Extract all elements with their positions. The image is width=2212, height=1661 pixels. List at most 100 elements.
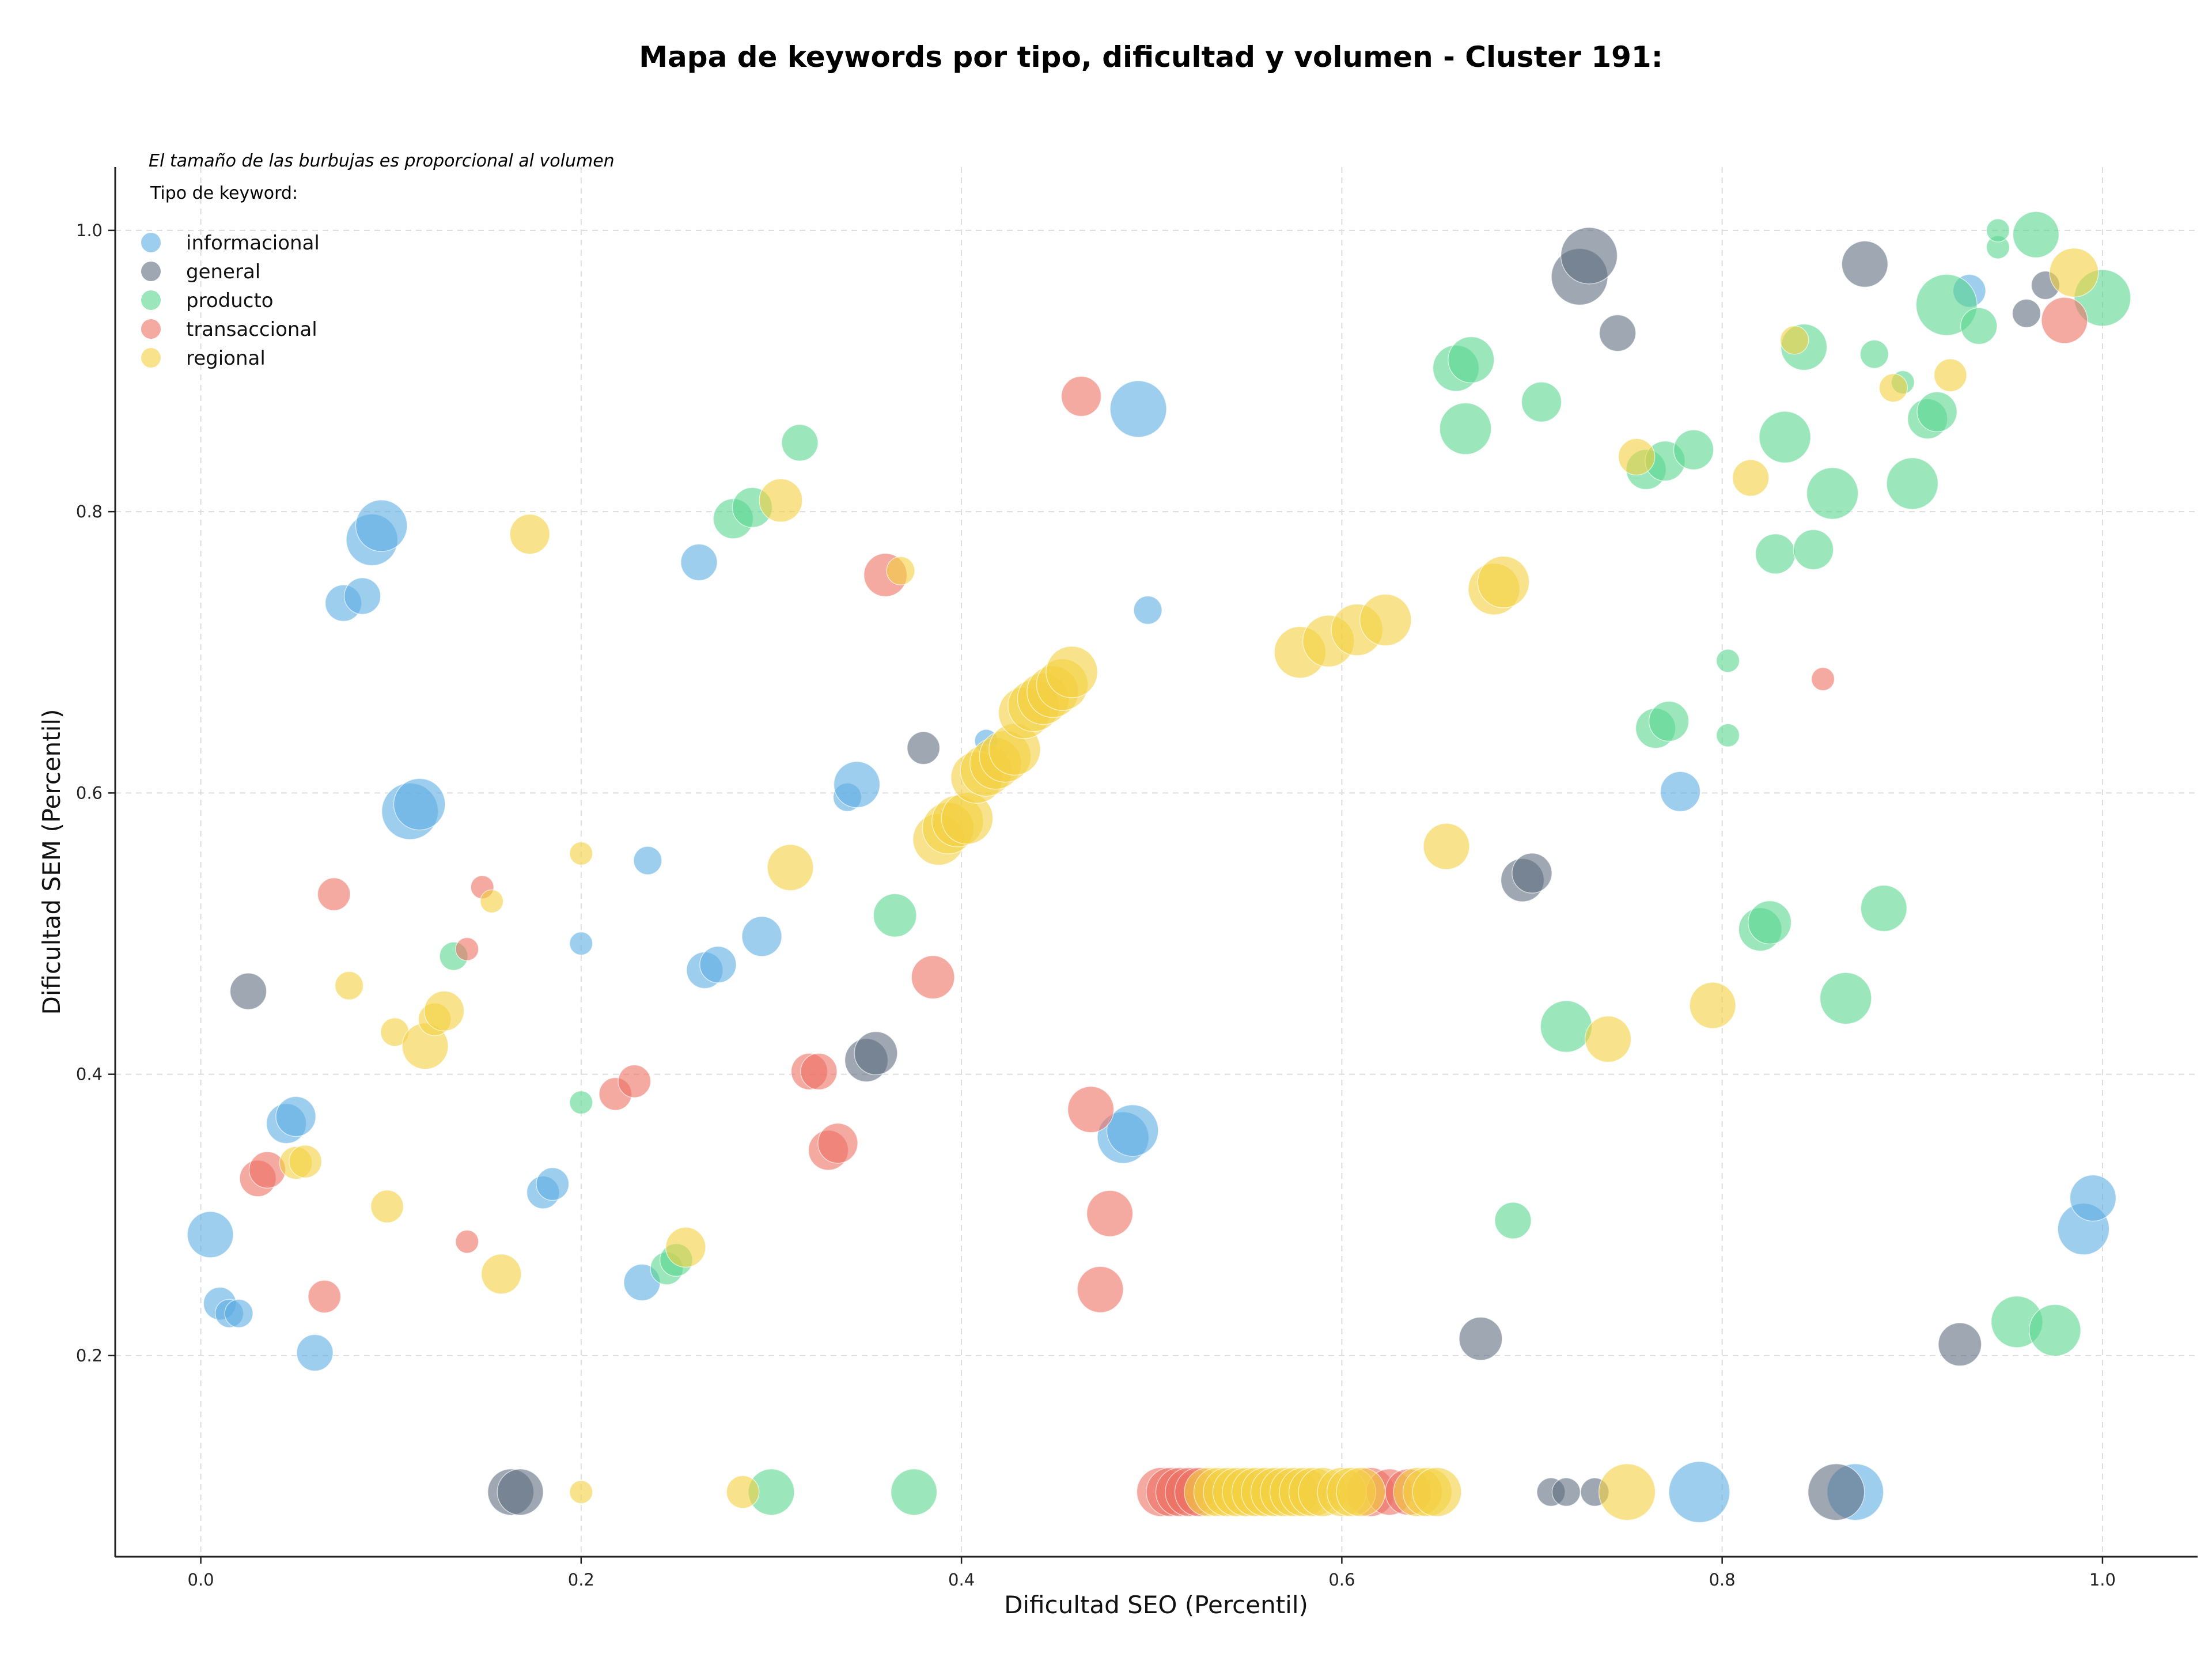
bubble-informacional — [1106, 1104, 1159, 1157]
bubble-producto — [1540, 1000, 1593, 1053]
bubble-producto — [1960, 307, 1998, 345]
bubble-producto — [1673, 429, 1714, 471]
bubble-regional — [1584, 1015, 1632, 1063]
bubble-informacional — [343, 577, 381, 615]
bubble-transaccional — [2041, 297, 2088, 344]
bubble-regional — [1618, 438, 1656, 476]
bubble-transaccional — [248, 1151, 286, 1189]
axis-ticks: 0.0 0.2 0.4 0.6 0.8 1.0 0.2 0.4 0.6 0.8 1.0 — [76, 221, 2116, 1590]
bubble-general — [497, 1468, 544, 1516]
y-axis-label: Dificultad SEM (Percentil) — [37, 709, 66, 1015]
bubble-transaccional — [455, 1229, 479, 1254]
y-tick-label: 0.4 — [76, 1065, 103, 1084]
bubble-informacional — [1109, 380, 1167, 438]
bubble-transaccional — [618, 1064, 652, 1098]
bubble-regional — [767, 844, 814, 891]
bubble-transaccional — [1067, 1085, 1115, 1133]
bubble-layer — [187, 211, 2131, 1523]
bubble-producto — [1859, 339, 1889, 369]
bubble-transaccional — [800, 1053, 838, 1091]
legend-label-regional: regional — [186, 347, 266, 370]
grid-lines — [115, 167, 2198, 1557]
bubble-general — [1512, 853, 1552, 894]
series-regional — [279, 247, 2099, 1521]
bubble-informacional — [680, 543, 718, 581]
bubble-regional — [1412, 1467, 1462, 1517]
bubble-producto — [1860, 884, 1908, 932]
bubble-general — [1807, 1463, 1865, 1521]
bubble-producto — [781, 424, 819, 461]
bubble-producto — [873, 893, 917, 937]
x-tick-label: 0.6 — [1328, 1570, 1355, 1590]
bubble-informacional — [275, 1096, 316, 1137]
bubble-regional — [1046, 645, 1099, 698]
bubble-producto — [2012, 211, 2060, 258]
bubble-regional — [2049, 247, 2099, 298]
bubble-informacional — [355, 500, 408, 552]
bubble-regional — [334, 971, 364, 1001]
bubble-regional — [1477, 555, 1530, 608]
y-tick-label: 0.8 — [76, 502, 103, 521]
bubble-producto — [1819, 972, 1872, 1025]
bubble-producto — [1759, 411, 1812, 464]
bubble-regional — [1779, 326, 1809, 355]
bubble-general — [229, 973, 267, 1010]
bubble-regional — [886, 556, 915, 585]
bubble-producto — [1439, 402, 1492, 455]
bubble-regional — [1689, 982, 1736, 1029]
bubble-producto — [890, 1468, 938, 1516]
bubble-regional — [759, 478, 803, 523]
bubble-regional — [1359, 593, 1412, 646]
bubble-transaccional — [455, 937, 479, 962]
legend-marker-general — [141, 262, 161, 281]
bubble-regional — [370, 1190, 404, 1224]
bubble-regional — [1336, 1467, 1386, 1517]
x-axis-label: Dificultad SEO (Percentil) — [1004, 1591, 1308, 1619]
legend-title: Tipo de keyword: — [150, 183, 298, 203]
series-informacional — [187, 274, 2117, 1523]
legend: Tipo de keyword: informacional general pro… — [141, 183, 320, 370]
bubble-producto — [1755, 534, 1796, 574]
legend-marker-informacional — [141, 233, 161, 252]
bubble-transaccional — [1086, 1190, 1134, 1238]
bubble-transaccional — [911, 955, 955, 1000]
bubble-transaccional — [308, 1280, 342, 1314]
series-producto — [439, 211, 2131, 1516]
bubble-size-note: El tamaño de las burbujas es proporciona… — [149, 151, 615, 171]
legend-label-general: general — [186, 260, 260, 283]
legend-label-transaccional: transaccional — [186, 318, 317, 341]
y-tick-label: 0.6 — [76, 783, 103, 803]
bubble-producto — [1715, 649, 1740, 673]
series-general — [229, 227, 2061, 1521]
bubble-informacional — [296, 1334, 334, 1372]
legend-marker-regional — [141, 348, 161, 368]
bubble-producto — [1916, 391, 1958, 433]
bubble-producto — [1715, 723, 1740, 748]
bubble-producto — [1648, 701, 1690, 742]
bubble-producto — [1886, 457, 1939, 510]
bubble-general — [1841, 240, 1889, 288]
legend-label-informacional: informacional — [186, 232, 320, 255]
bubble-transaccional — [1060, 376, 1102, 417]
bubble-regional — [423, 990, 465, 1032]
bubble-general — [2012, 298, 2041, 328]
bubble-regional — [1732, 459, 1770, 497]
bubble-regional — [480, 1253, 522, 1295]
bubble-informacional — [741, 916, 782, 957]
chart-title: Mapa de keywords por tipo, dificultad y … — [639, 40, 1662, 74]
bubble-informacional — [2069, 1174, 2117, 1222]
bubble-informacional — [536, 1167, 570, 1201]
bubble-informacional — [699, 945, 737, 983]
bubble-general — [1560, 227, 1618, 285]
bubble-general — [1551, 1477, 1581, 1507]
bubble-producto — [1494, 1202, 1532, 1239]
bubble-producto — [1448, 336, 1495, 384]
bubble-informacional — [224, 1299, 253, 1328]
bubble-regional — [1423, 823, 1470, 870]
bubble-producto — [1986, 218, 2010, 243]
bubble-producto — [1521, 381, 1562, 423]
bubble-informacional — [633, 846, 662, 875]
bubble-regional — [726, 1475, 760, 1509]
bubble-informacional — [187, 1211, 234, 1258]
